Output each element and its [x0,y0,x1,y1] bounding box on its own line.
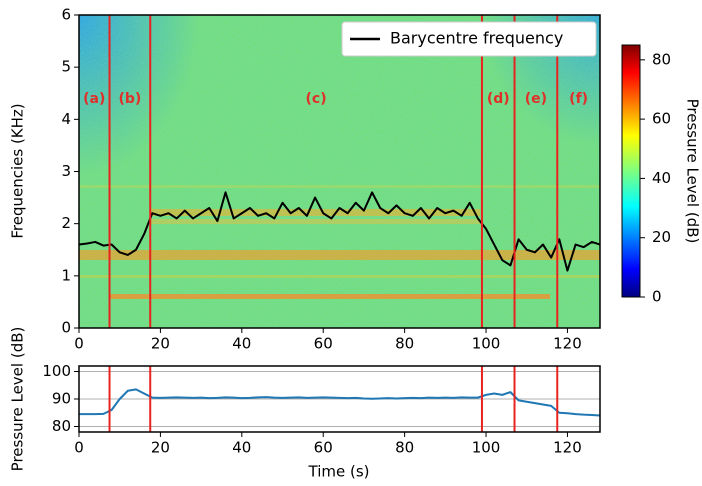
y-axis-label: Frequencies (KHz) [9,103,27,238]
y-tick-label: 80 [52,417,71,435]
colorbar-tick-label: 80 [652,50,671,68]
legend-box [341,21,597,57]
colorbar-label: Pressure Level (dB) [684,99,702,244]
x-tick-label: 0 [74,335,84,353]
colorbar-tick-label: 20 [652,228,671,246]
y-tick-label: 5 [61,58,71,76]
x-tick-label: 100 [472,439,501,457]
colorbar-tick-label: 0 [652,288,662,306]
y-tick-label: 1 [61,266,71,284]
region-label: (e) [525,91,547,107]
x-tick-label: 80 [395,335,414,353]
region-label: (b) [118,91,141,107]
colorbar [621,44,641,298]
region-label: (c) [306,91,327,107]
x-tick-label: 0 [74,439,84,457]
x-tick-label: 20 [151,439,170,457]
y-axis-label: Pressure Level (dB) [9,327,27,472]
legend-label: Barycentre frequency [390,29,563,48]
x-axis-label: Time (s) [308,463,370,481]
data-line [79,388,601,417]
x-tick-label: 120 [553,439,582,457]
region-label: (a) [83,91,105,107]
x-tick-label: 20 [151,335,170,353]
data-line [78,191,601,272]
y-tick-label: 4 [61,110,71,128]
x-tick-label: 40 [232,439,251,457]
y-tick-label: 90 [52,390,71,408]
y-tick-label: 0 [61,319,71,337]
x-tick-label: 100 [472,335,501,353]
colorbar-tick-label: 40 [652,169,671,187]
x-tick-label: 60 [314,335,333,353]
spectrogram [79,15,600,328]
y-tick-label: 100 [42,362,71,380]
colorbar-tick-label: 60 [652,110,671,128]
y-tick-label: 3 [61,162,71,180]
x-tick-label: 60 [314,439,333,457]
plot-frame [78,14,601,329]
y-tick-label: 2 [61,214,71,232]
region-label: (f) [569,91,588,107]
region-label: (d) [487,91,510,107]
x-tick-label: 40 [232,335,251,353]
x-tick-label: 80 [395,439,414,457]
x-tick-label: 120 [553,335,582,353]
plot-frame [78,365,601,433]
y-tick-label: 6 [61,6,71,24]
